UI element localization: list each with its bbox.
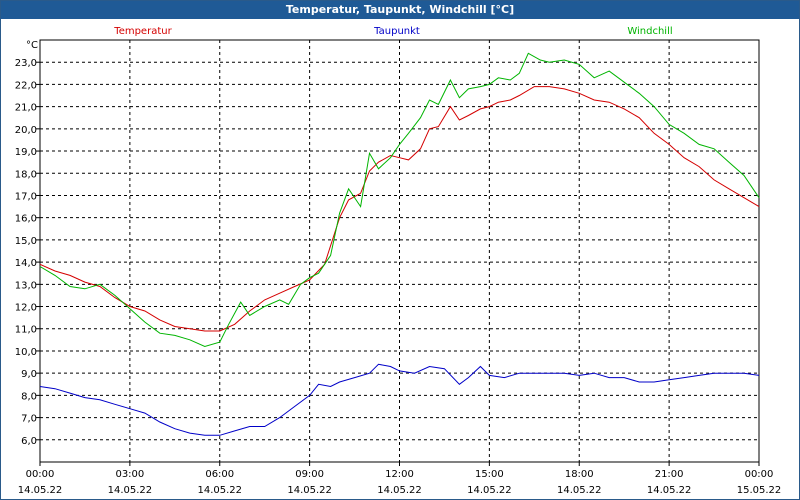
y-tick-label: 22,0: [15, 80, 37, 91]
x-tick-time: 00:00: [745, 469, 774, 480]
x-tick-date: 14.05.22: [377, 485, 422, 496]
y-tick-label: 12,0: [15, 303, 37, 314]
y-tick-label: 6,0: [21, 436, 37, 447]
x-tick-date: 14.05.22: [647, 485, 692, 496]
x-tick-time: 18:00: [565, 469, 594, 480]
x-tick-date: 15.05.22: [737, 485, 782, 496]
y-unit-label: °C: [26, 40, 38, 51]
x-tick-time: 15:00: [475, 469, 504, 480]
y-tick-label: 18,0: [15, 169, 37, 180]
x-tick-time: 06:00: [205, 469, 234, 480]
x-tick-date: 14.05.22: [108, 485, 153, 496]
y-tick-label: 11,0: [15, 325, 37, 336]
series-lines: [39, 52, 760, 436]
legend-entry-temperatur: Temperatur: [113, 26, 172, 37]
x-tick-date: 14.05.22: [467, 485, 512, 496]
y-tick-label: 21,0: [15, 103, 37, 114]
y-tick-label: 14,0: [15, 258, 37, 269]
y-tick-label: 15,0: [15, 236, 37, 247]
y-tick-label: 19,0: [15, 147, 37, 158]
grid: [40, 40, 759, 462]
y-axis: 6,0 7,0 8,0 9,0 10,0 11,0 12,0 13,0 14,0 15,0 16,0…: [15, 58, 40, 447]
y-tick-label: 20,0: [15, 125, 37, 136]
x-axis: 00:00 14.05.22 03:00 14.05.22 06:00 14.05.22 0…: [18, 462, 782, 496]
y-tick-label: 9,0: [21, 369, 37, 380]
legend-entry-windchill: Windchill: [627, 26, 672, 37]
x-tick-time: 12:00: [385, 469, 414, 480]
series-line-temperatur: [39, 86, 760, 332]
y-tick-label: 23,0: [15, 58, 37, 69]
x-tick-date: 14.05.22: [197, 485, 242, 496]
y-tick-label: 13,0: [15, 280, 37, 291]
series-line-taupunkt: [39, 363, 760, 436]
y-tick-label: 17,0: [15, 191, 37, 202]
x-tick-time: 09:00: [295, 469, 324, 480]
x-tick-date: 14.05.22: [557, 485, 602, 496]
window-title: Temperatur, Taupunkt, Windchill [°C]: [1, 1, 799, 19]
x-tick-date: 14.05.22: [287, 485, 332, 496]
x-tick-time: 03:00: [115, 469, 144, 480]
y-tick-label: 7,0: [21, 414, 37, 425]
x-tick-time: 00:00: [26, 469, 55, 480]
y-tick-label: 16,0: [15, 214, 37, 225]
x-tick-time: 21:00: [655, 469, 684, 480]
series-line-windchill: [39, 52, 760, 348]
x-tick-date: 14.05.22: [18, 485, 63, 496]
y-tick-label: 8,0: [21, 391, 37, 402]
y-tick-label: 10,0: [15, 347, 37, 358]
legend-entry-taupunkt: Taupunkt: [373, 26, 420, 37]
legend: Temperatur Taupunkt Windchill: [113, 26, 672, 37]
